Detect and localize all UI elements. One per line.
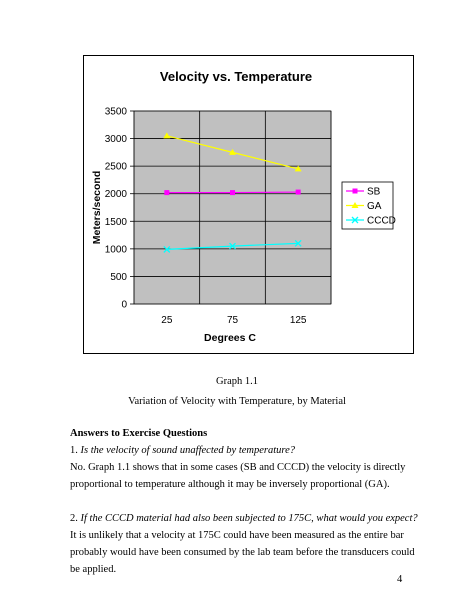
- answers-heading: Answers to Exercise Questions: [70, 428, 208, 439]
- x-tick-label: 75: [227, 315, 239, 326]
- y-tick-label: 500: [110, 272, 127, 283]
- page-number: 4: [397, 574, 403, 585]
- chart: Velocity vs. Temperature 0 500 1000 1500 2000…: [83, 55, 414, 354]
- x-axis-label: Degrees C: [204, 332, 256, 344]
- legend-label-sb: SB: [367, 187, 381, 198]
- chart-svg: Velocity vs. Temperature 0 500 1000 1500 2000…: [91, 69, 396, 344]
- chart-title: Velocity vs. Temperature: [160, 69, 312, 84]
- y-tick-label: 1000: [105, 244, 128, 255]
- data-point-ga: [229, 148, 236, 155]
- data-point-cccd: [163, 245, 171, 253]
- data-point-ga: [294, 165, 302, 172]
- answer-1: No. Graph 1.1 shows that in some cases (…: [70, 462, 406, 490]
- question-1: 1. Is the velocity of sound unaffected b…: [70, 442, 420, 459]
- graph-caption-title: Variation of Velocity with Temperature, …: [128, 396, 346, 407]
- y-tick-label: 3000: [105, 134, 128, 145]
- data-point-sb: [164, 190, 170, 196]
- question-2: 2. If the CCCD material had also been su…: [70, 510, 420, 527]
- graph-caption-number: Graph 1.1: [216, 376, 258, 387]
- y-tick-label: 0: [121, 300, 127, 311]
- question-2-number: 2.: [70, 513, 78, 524]
- question-2-text: If the CCCD material had also been subje…: [80, 513, 418, 524]
- data-point-sb: [230, 190, 235, 196]
- legend-label-cccd: CCCD: [367, 216, 396, 227]
- x-tick-label: 25: [161, 315, 173, 326]
- legend-marker-ga: [351, 202, 359, 208]
- data-point-ga: [163, 132, 171, 139]
- data-point-cccd: [294, 239, 302, 247]
- y-axis-label: Meters/second: [91, 171, 103, 245]
- y-tick-label: 3500: [105, 107, 128, 118]
- data-point-cccd: [229, 242, 236, 250]
- y-tick-label: 1500: [105, 217, 128, 228]
- plot-area: [133, 110, 332, 305]
- answer-2: It is unlikely that a velocity at 175C c…: [70, 530, 415, 575]
- question-1-number: 1.: [70, 445, 78, 456]
- legend-label-ga: GA: [367, 201, 382, 212]
- x-tick-label: 125: [290, 315, 307, 326]
- question-1-text: Is the velocity of sound unaffected by t…: [80, 445, 296, 456]
- y-tick-label: 2500: [105, 162, 128, 173]
- legend-marker-sb: [352, 188, 358, 194]
- answers-section: Answers to Exercise Questions 1. Is the …: [70, 425, 420, 578]
- y-tick-label: 2000: [105, 189, 128, 200]
- legend-marker-cccd: [351, 216, 359, 224]
- data-point-sb: [295, 189, 301, 195]
